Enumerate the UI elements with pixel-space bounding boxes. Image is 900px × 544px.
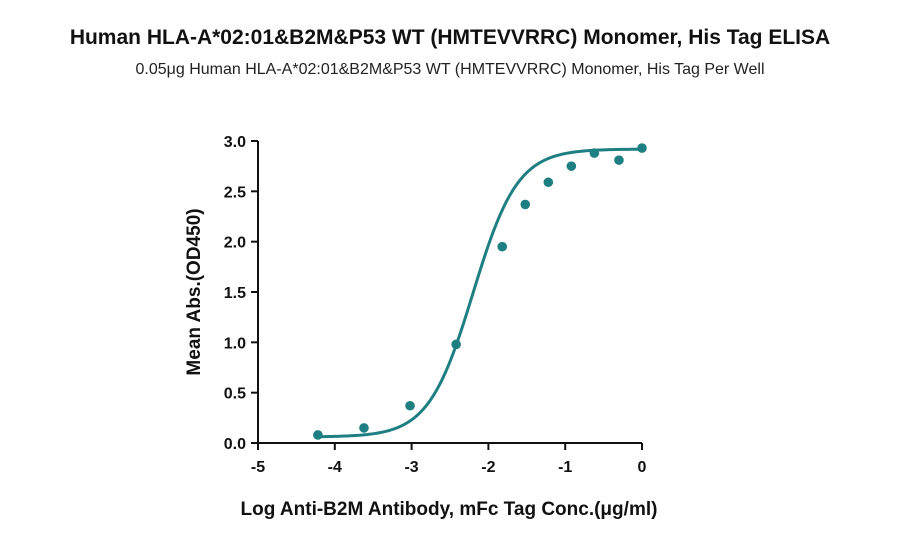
x-tick-label: 0	[638, 459, 647, 476]
data-point	[614, 155, 624, 165]
data-points-layer	[313, 143, 647, 440]
fit-curve	[317, 147, 643, 439]
x-tick-label: -2	[481, 459, 495, 476]
y-tick-label: 1.5	[224, 285, 246, 302]
fit-curve-layer	[317, 147, 643, 439]
y-tick-label: 2.5	[224, 184, 246, 201]
x-tick-label: -5	[251, 459, 265, 476]
data-point	[520, 199, 531, 210]
x-tick-label: -3	[404, 459, 418, 476]
axes: -5 -4 -3 -2 -1 0 0.0 0.5 1.0 1.5 2.0 2.5 3.0	[224, 134, 647, 476]
y-tick-label: 1.0	[224, 335, 246, 352]
y-tick-label: 0.0	[224, 436, 246, 453]
data-point	[313, 430, 323, 440]
y-tick-label: 3.0	[224, 134, 246, 151]
data-point	[543, 177, 554, 188]
x-tick-label: -1	[558, 459, 572, 476]
data-point	[359, 423, 369, 433]
x-axis-label: Log Anti-B2M Antibody, mFc Tag Conc.(μg/…	[241, 499, 658, 520]
data-point	[497, 241, 508, 252]
data-point	[405, 400, 415, 411]
data-point	[451, 339, 461, 350]
data-point	[637, 143, 647, 153]
chart-subtitle: 0.05μg Human HLA-A*02:01&B2M&P53 WT (HMT…	[135, 61, 765, 78]
x-tick-label: -4	[328, 459, 342, 476]
data-point	[589, 148, 600, 158]
chart-title: Human HLA-A*02:01&B2M&P53 WT (HMTEVVRRC)…	[69, 26, 831, 49]
y-axis-label: Mean Abs.(OD450)	[184, 208, 205, 375]
data-point	[566, 161, 577, 171]
y-tick-label: 0.5	[224, 386, 246, 403]
y-tick-label: 2.0	[224, 235, 246, 252]
